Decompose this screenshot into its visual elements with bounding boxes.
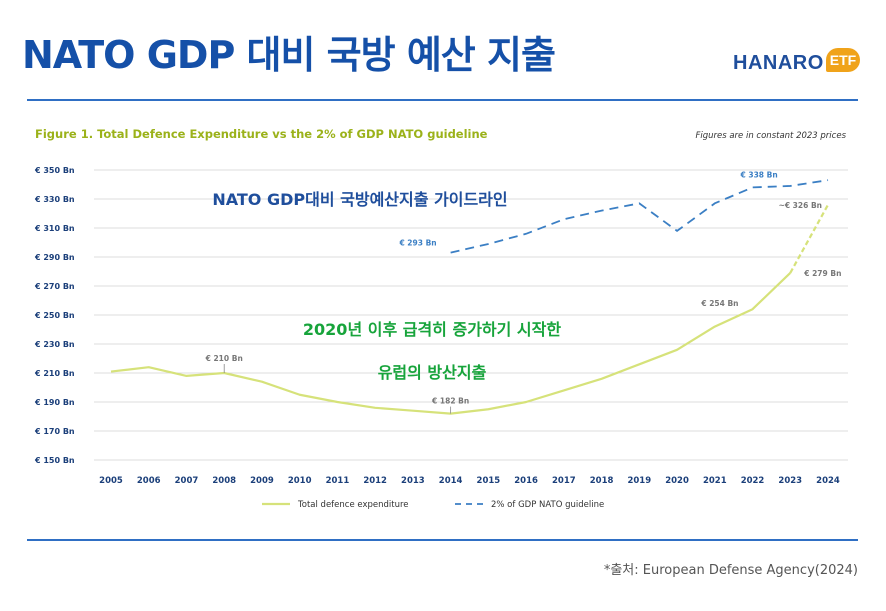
chart-annotation: NATO GDP대비 국방예산지출 가이드라인	[212, 190, 507, 209]
x-tick-label: 2011	[326, 476, 350, 486]
y-tick-label: € 330 Bn	[34, 195, 75, 204]
x-tick-label: 2008	[212, 476, 236, 486]
logo-badge: ETF	[826, 48, 860, 72]
data-label: € 279 Bn	[803, 269, 841, 278]
x-tick-label: 2006	[137, 476, 161, 486]
legend-label-guideline: 2% of GDP NATO guideline	[491, 500, 604, 510]
data-label: € 182 Bn	[431, 397, 469, 406]
data-label: € 254 Bn	[700, 299, 738, 308]
y-tick-label: € 150 Bn	[34, 456, 75, 465]
source-note: *출처: European Defense Agency(2024)	[603, 563, 858, 578]
figure-title: Figure 1. Total Defence Expenditure vs t…	[35, 127, 488, 141]
data-label: € 338 Bn	[740, 170, 778, 179]
bottom-divider	[27, 539, 858, 541]
x-tick-label: 2014	[439, 476, 463, 486]
x-tick-label: 2017	[552, 476, 576, 486]
x-tick-label: 2007	[175, 476, 199, 486]
logo-text: HANARO	[733, 52, 824, 74]
y-tick-label: € 230 Bn	[34, 340, 75, 349]
page-title: NATO GDP 대비 국방 예산 지출	[22, 33, 556, 77]
y-tick-label: € 210 Bn	[34, 369, 75, 378]
hanaro-etf-logo: HANARO ETF	[733, 44, 863, 80]
y-tick-label: € 190 Bn	[34, 398, 75, 407]
y-tick-label: € 250 Bn	[34, 311, 75, 320]
x-tick-label: 2016	[514, 476, 538, 486]
chart-annotation: 2020년 이후 급격히 증가하기 시작한	[303, 320, 561, 339]
y-tick-label: € 290 Bn	[34, 253, 75, 262]
x-tick-label: 2010	[288, 476, 312, 486]
x-tick-label: 2015	[477, 476, 501, 486]
y-tick-label: € 170 Bn	[34, 427, 75, 436]
total-expenditure-line	[110, 272, 792, 415]
data-label: € 210 Bn	[205, 354, 243, 363]
x-tick-label: 2012	[363, 476, 387, 486]
legend-label-total: Total defence expenditure	[297, 500, 409, 510]
x-tick-label: 2020	[665, 476, 689, 486]
total-expenditure-projection	[789, 204, 829, 274]
x-tick-label: 2024	[816, 476, 840, 486]
data-label: ~€ 326 Bn	[779, 201, 822, 210]
x-tick-label: 2013	[401, 476, 425, 486]
defence-expenditure-chart: Figure 1. Total Defence Expenditure vs t…	[34, 127, 848, 510]
y-tick-label: € 270 Bn	[34, 282, 75, 291]
figure-subtitle: Figures are in constant 2023 prices	[695, 131, 846, 141]
y-tick-label: € 350 Bn	[34, 166, 75, 175]
x-tick-label: 2018	[590, 476, 614, 486]
data-label: € 293 Bn	[398, 239, 436, 248]
x-tick-label: 2023	[778, 476, 802, 486]
x-tick-label: 2019	[627, 476, 651, 486]
x-tick-label: 2021	[703, 476, 727, 486]
nato-guideline-line	[450, 179, 829, 254]
x-tick-label: 2005	[99, 476, 123, 486]
x-tick-label: 2022	[741, 476, 765, 486]
top-divider	[27, 99, 858, 101]
x-tick-label: 2009	[250, 476, 274, 486]
y-tick-label: € 310 Bn	[34, 224, 75, 233]
chart-annotation: 유럽의 방산지출	[378, 363, 487, 382]
